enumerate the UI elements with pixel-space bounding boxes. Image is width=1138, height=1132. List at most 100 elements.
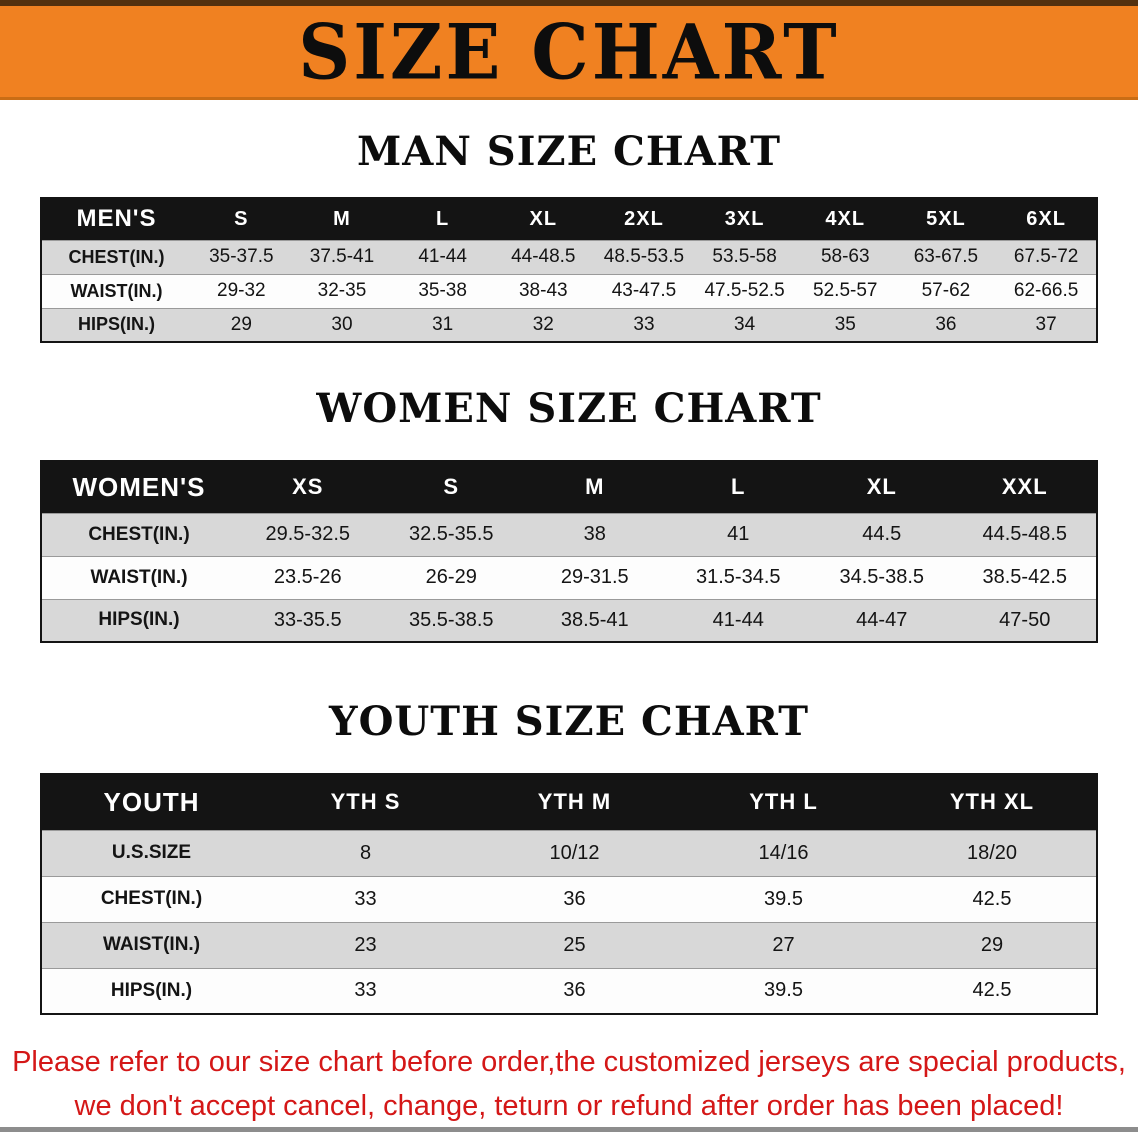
header-row: YOUTH YTH S YTH M YTH L YTH XL: [41, 774, 1097, 830]
size-label-cell: L: [392, 198, 493, 240]
measurement-value-cell: 32.5-35.5: [408, 523, 494, 545]
measurement-value-cell: 35-38: [418, 280, 467, 301]
measurement-value-cell: 41-44: [418, 246, 467, 267]
measurement-value-cell: 35.5-38.5: [408, 608, 494, 631]
measurement-value-cell: 42.5: [972, 887, 1012, 910]
measurement-row: CHEST(IN.) 35-37.5 37.5-41 41-44 44-48.5 48.5…: [41, 240, 1097, 274]
measurement-value-cell: 23.5-26: [273, 566, 342, 588]
measurement-value-cell: 67.5-72: [1013, 246, 1079, 267]
men-size-table: MEN'S S M L XL 2XL 3XL 4XL 5XL 6XL CHEST(IN.) 35-37…: [40, 197, 1098, 343]
order-policy-note: Please refer to our size chart before or…: [0, 1041, 1138, 1128]
measurement-value-cell: 63-67.5: [913, 246, 979, 267]
size-label-cell: 2XL: [593, 198, 695, 240]
size-label-cell: YTH M: [470, 774, 679, 830]
measurement-value-cell: 38.5-41: [560, 608, 629, 631]
measurement-value-cell: 23: [354, 933, 377, 956]
measurement-value-cell: 29: [980, 933, 1004, 956]
measurement-label-cell: WAIST(IN.): [70, 280, 163, 301]
size-label-cell: XL: [492, 198, 594, 240]
measurement-value-cell: 37.5-41: [309, 246, 375, 267]
measurement-value-cell: 62-66.5: [1013, 280, 1079, 301]
measurement-value-cell: 36: [563, 887, 586, 910]
measurement-label-cell: CHEST(IN.): [68, 246, 165, 267]
measurement-value-cell: 41-44: [712, 608, 764, 631]
size-label-cell: XXL: [953, 461, 1097, 513]
measurement-value-cell: 42.5: [972, 979, 1012, 1002]
measurement-value-cell: 35-37.5: [209, 246, 274, 267]
measurement-value-cell: 36: [935, 313, 957, 335]
women-size-chart-heading: WOMEN SIZE CHART: [316, 385, 822, 432]
table-title-cell: MEN'S: [41, 198, 191, 240]
size-label-cell: YTH S: [261, 774, 470, 830]
measurement-value-cell: 38-43: [518, 280, 568, 301]
measurement-row: HIPS(IN.) 33-35.5 35.5-38.5 38.5-41 41-44 44-…: [41, 599, 1097, 642]
measurement-label-cell: HIPS(IN.): [98, 609, 180, 631]
measurement-value-cell: 8: [359, 841, 372, 864]
measurement-label-cell: CHEST(IN.): [88, 523, 190, 545]
measurement-label-cell: HIPS(IN.): [77, 314, 155, 335]
measurement-label-cell: U.S.SIZE: [111, 842, 192, 863]
note-line-2: we don't accept cancel, change, teturn o…: [74, 1089, 1064, 1122]
measurement-value-cell: 58-63: [820, 246, 870, 267]
measurement-value-cell: 14/16: [758, 841, 809, 864]
measurement-row: CHEST(IN.) 29.5-32.5 32.5-35.5 38 41 44.5 44.5…: [41, 513, 1097, 556]
measurement-value-cell: 47.5-52.5: [704, 280, 785, 301]
measurement-row: U.S.SIZE 8 10/12 14/16 18/20: [41, 830, 1097, 876]
measurement-value-cell: 33: [354, 887, 377, 910]
size-label-cell: S: [191, 198, 292, 240]
size-label-cell: M: [291, 198, 393, 240]
measurement-value-cell: 38.5-42.5: [982, 566, 1067, 588]
measurement-value-cell: 57-62: [921, 280, 971, 301]
measurement-value-cell: 34: [734, 313, 756, 335]
size-label-cell: 5XL: [895, 198, 997, 240]
measurement-value-cell: 10/12: [549, 841, 600, 864]
measurement-value-cell: 37: [1035, 313, 1057, 335]
measurement-value-cell: 29.5-32.5: [265, 523, 350, 545]
measurement-value-cell: 29: [230, 313, 252, 335]
measurement-value-cell: 18/20: [966, 841, 1018, 864]
measurement-value-cell: 44.5: [862, 523, 902, 545]
size-label-cell: S: [379, 461, 523, 513]
measurement-value-cell: 34.5-38.5: [839, 566, 924, 588]
measurement-value-cell: 53.5-58: [712, 246, 777, 267]
measurement-value-cell: 52.5-57: [813, 280, 878, 301]
size-label-cell: L: [666, 461, 810, 513]
size-label-cell: YTH L: [679, 774, 888, 830]
measurement-value-cell: 33: [633, 313, 655, 335]
measurement-row: HIPS(IN.) 33 36 39.5 42.5: [41, 968, 1097, 1014]
measurement-value-cell: 27: [772, 933, 795, 956]
table-title-cell: WOMEN'S: [41, 461, 236, 513]
measurement-value-cell: 38: [583, 523, 606, 545]
size-label-cell: 3XL: [694, 198, 795, 240]
size-label-cell: 4XL: [794, 198, 896, 240]
man-size-chart-heading: MAN SIZE CHART: [357, 128, 781, 175]
measurement-value-cell: 44.5-48.5: [982, 523, 1067, 545]
header-row: MEN'S S M L XL 2XL 3XL 4XL 5XL 6XL: [41, 198, 1097, 240]
measurement-row: WAIST(IN.) 23 25 27 29: [41, 922, 1097, 968]
measurement-label-cell: WAIST(IN.): [102, 934, 201, 955]
measurement-row: CHEST(IN.) 33 36 39.5 42.5: [41, 876, 1097, 922]
top-edge-line: [0, 0, 1138, 6]
size-label-cell: XL: [810, 461, 954, 513]
size-label-cell: 6XL: [996, 198, 1097, 240]
measurement-label-cell: HIPS(IN.): [110, 979, 193, 1001]
measurement-label-cell: CHEST(IN.): [100, 888, 203, 909]
measurement-value-cell: 29-32: [217, 280, 266, 301]
measurement-value-cell: 44-48.5: [511, 246, 576, 267]
measurement-label-cell: WAIST(IN.): [90, 566, 188, 588]
measurement-value-cell: 31: [432, 313, 454, 335]
women-size-table: WOMEN'S XS S M L XL XXL CHEST(IN.) 29.5-32.5 32.5…: [40, 460, 1098, 643]
measurement-row: WAIST(IN.) 29-32 32-35 35-38 38-43 43-47.5 47.…: [41, 274, 1097, 308]
measurement-value-cell: 32-35: [317, 280, 367, 301]
measurement-row: WAIST(IN.) 23.5-26 26-29 29-31.5 31.5-34.5 34…: [41, 556, 1097, 599]
measurement-value-cell: 39.5: [764, 979, 803, 1002]
youth-size-table: YOUTH YTH S YTH M YTH L YTH XL U.S.SIZE 8 10/12…: [40, 773, 1098, 1015]
measurement-value-cell: 48.5-53.5: [603, 246, 685, 267]
bottom-edge-line: [0, 1127, 1138, 1132]
measurement-value-cell: 31.5-34.5: [695, 566, 781, 588]
measurement-value-cell: 44-47: [856, 608, 908, 631]
measurement-value-cell: 30: [331, 313, 353, 335]
measurement-value-cell: 43-47.5: [611, 280, 677, 301]
measurement-value-cell: 41: [727, 523, 750, 545]
